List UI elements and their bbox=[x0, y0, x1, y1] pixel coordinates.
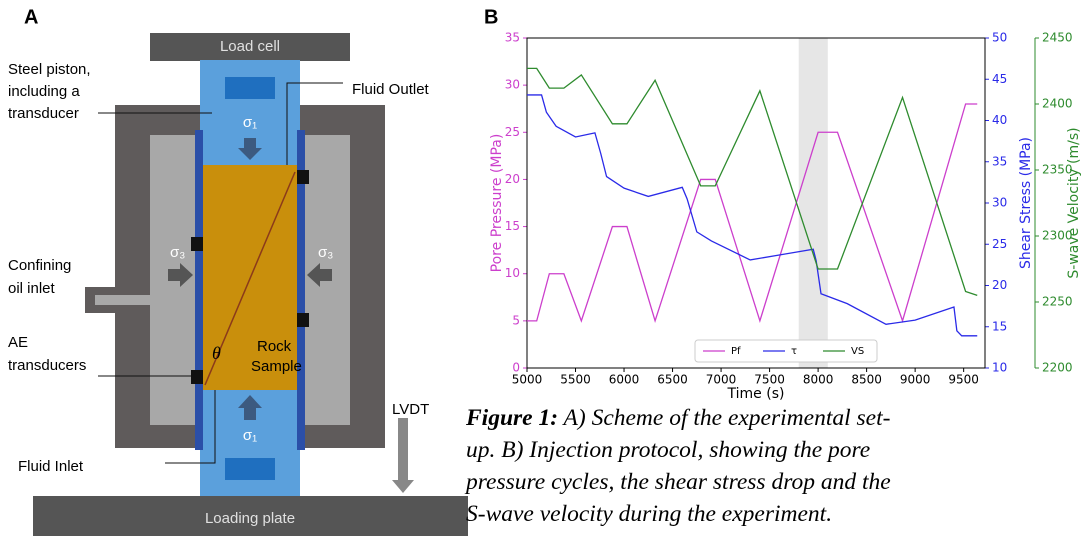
jacket bbox=[195, 130, 203, 450]
y-tick-label: 5 bbox=[512, 313, 520, 327]
data-line bbox=[527, 103, 978, 324]
y-tick-label: 2400 bbox=[1042, 97, 1073, 111]
y-tick-label: 40 bbox=[992, 113, 1007, 127]
x-tick-label: 9500 bbox=[948, 373, 979, 387]
label: Confining bbox=[8, 257, 71, 274]
label: Fluid Inlet bbox=[18, 458, 84, 475]
highlight-band bbox=[798, 38, 828, 368]
label: transducer bbox=[8, 105, 79, 122]
label: LVDT bbox=[392, 401, 429, 418]
loading-plate bbox=[33, 496, 468, 536]
ae-sensor bbox=[297, 313, 309, 327]
legend-box bbox=[694, 339, 878, 363]
caption-label: Figure 1: bbox=[466, 405, 559, 431]
y-tick-label: 35 bbox=[505, 31, 520, 45]
arrow bbox=[168, 263, 193, 287]
y-tick-label: 2250 bbox=[1042, 295, 1073, 309]
stress-label: σ₃ bbox=[170, 244, 185, 261]
arrow bbox=[392, 418, 414, 493]
transducer bbox=[225, 458, 275, 480]
angle: θ bbox=[212, 343, 221, 363]
y-tick-label: 45 bbox=[992, 72, 1007, 86]
label: Load cell bbox=[220, 38, 280, 55]
plot-frame bbox=[526, 37, 986, 369]
x-axis-title: Time (s) bbox=[727, 386, 785, 400]
ae-sensor bbox=[191, 370, 203, 384]
y-tick-label: 0 bbox=[512, 361, 520, 375]
ae-sensor bbox=[297, 170, 309, 184]
x-tick-label: 6000 bbox=[609, 373, 640, 387]
label: Loading plate bbox=[205, 510, 295, 527]
jacket bbox=[297, 130, 305, 450]
label: Steel piston, bbox=[8, 61, 91, 78]
label: AE bbox=[8, 334, 28, 351]
caption-line: up. B) Injection protocol, showing the p… bbox=[466, 437, 871, 463]
ae-sensor bbox=[191, 237, 203, 251]
leader bbox=[286, 82, 343, 165]
oil-channel bbox=[95, 295, 155, 305]
label: Rock bbox=[257, 338, 292, 355]
data-line bbox=[527, 94, 978, 337]
panel-label: B bbox=[484, 6, 498, 28]
leader bbox=[165, 390, 216, 464]
label: including a bbox=[8, 83, 80, 100]
caption-line: S-wave velocity during the experiment. bbox=[466, 501, 833, 527]
caption-text: A) Scheme of the experimental set- bbox=[563, 405, 891, 431]
x-tick-label: 8000 bbox=[803, 373, 834, 387]
y-tick-label: 15 bbox=[505, 219, 520, 233]
load-cell bbox=[150, 33, 350, 61]
y-tick-label: 2200 bbox=[1042, 361, 1073, 375]
y-axis-title: Shear Stress (MPa) bbox=[1018, 137, 1034, 269]
legend-label: τ bbox=[791, 346, 797, 357]
arrow bbox=[238, 395, 262, 420]
y-tick-label: 30 bbox=[505, 78, 520, 92]
x-tick-label: 7000 bbox=[706, 373, 737, 387]
legend-label: Pf bbox=[731, 346, 741, 357]
y-tick-label: 30 bbox=[992, 196, 1007, 210]
y-tick-label: 2350 bbox=[1042, 163, 1073, 177]
y-tick-label: 10 bbox=[992, 361, 1007, 375]
x-tick-label: 5500 bbox=[560, 373, 591, 387]
label: oil inlet bbox=[8, 280, 56, 297]
y-tick-label: 10 bbox=[505, 266, 520, 280]
fault bbox=[204, 171, 296, 386]
chart: B 5000 5500 6000 6500 7000 7500 8000 8500 9000 95… bbox=[484, 6, 1082, 400]
x-tick-label: 8500 bbox=[851, 373, 882, 387]
y-tick-label: 20 bbox=[505, 172, 520, 186]
caption: Figure 1: A) Scheme of the experimental … bbox=[466, 402, 1081, 530]
y-tick-label: 50 bbox=[992, 31, 1007, 45]
y-tick-label: 2300 bbox=[1042, 229, 1073, 243]
label: Sample bbox=[251, 358, 302, 375]
stress-label: σ₃ bbox=[318, 244, 333, 261]
y-tick-label: 20 bbox=[992, 278, 1007, 292]
data-line bbox=[527, 67, 978, 297]
x-tick-label: 7500 bbox=[754, 373, 785, 387]
y-axis-title: Pore Pressure (MPa) bbox=[489, 134, 505, 273]
x-tick-label: 6500 bbox=[657, 373, 688, 387]
setup-diagram: A Load cell σ₁ σ₁ σ₃ σ₃ θ Rock Sample Lo… bbox=[8, 6, 468, 536]
transducer bbox=[225, 77, 275, 99]
legend-label: VS bbox=[851, 346, 864, 357]
panel-label: A bbox=[24, 6, 38, 28]
arrow bbox=[307, 263, 332, 287]
y-tick-label: 15 bbox=[992, 319, 1007, 333]
x-tick-label: 9000 bbox=[900, 373, 931, 387]
caption-line: Figure 1: A) Scheme of the experimental … bbox=[466, 402, 1081, 434]
y-tick-label: 2450 bbox=[1042, 31, 1073, 45]
y-tick-label: 25 bbox=[505, 125, 520, 139]
y-tick-label: 35 bbox=[992, 154, 1007, 168]
arrow bbox=[238, 138, 262, 160]
stress-label: σ₁ bbox=[243, 114, 257, 131]
x-tick-label: 5000 bbox=[512, 373, 543, 387]
stress-label: σ₁ bbox=[243, 427, 257, 444]
y-tick-label: 25 bbox=[992, 237, 1007, 251]
caption-line: pressure cycles, the shear stress drop a… bbox=[466, 469, 891, 495]
y-axis-title: S-wave Velocity (m/s) bbox=[1066, 127, 1082, 278]
label: Fluid Outlet bbox=[352, 81, 430, 98]
label: transducers bbox=[8, 357, 86, 374]
